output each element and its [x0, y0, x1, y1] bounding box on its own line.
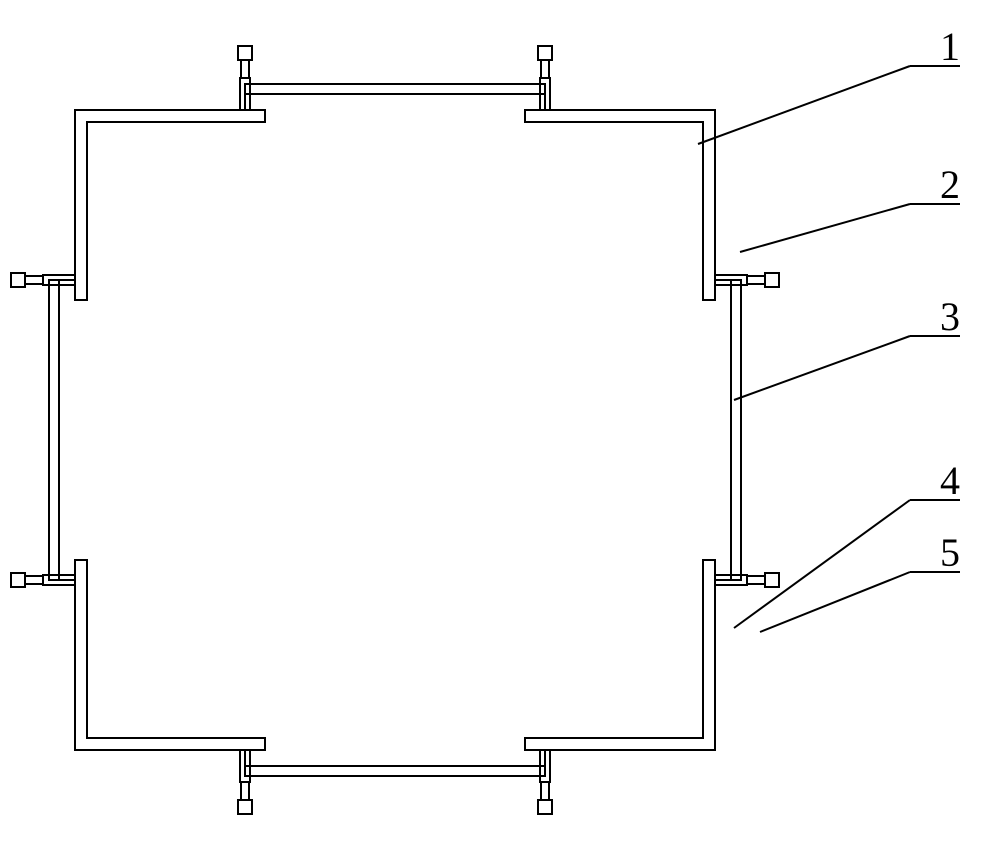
bolt-head	[238, 800, 252, 814]
bolt-stem	[25, 276, 43, 284]
bolt-stem	[241, 60, 249, 78]
callout-label: 1	[940, 24, 960, 69]
bolt-head	[11, 273, 25, 287]
corner-bracket	[75, 110, 265, 300]
bolt-stem	[541, 782, 549, 800]
callout-label: 5	[940, 530, 960, 575]
callout-label: 3	[940, 294, 960, 339]
bolt-stem	[241, 782, 249, 800]
connector-bar	[245, 84, 545, 94]
connector-bar	[49, 280, 59, 580]
callout-leader	[734, 500, 910, 628]
bolt-head	[765, 273, 779, 287]
bolt-stem	[747, 276, 765, 284]
bolt-head	[538, 46, 552, 60]
callout-leader	[740, 204, 910, 252]
bolt-head	[765, 573, 779, 587]
corner-bracket	[525, 110, 715, 300]
connector-bar	[245, 766, 545, 776]
callout-label: 2	[940, 162, 960, 207]
corner-bracket	[525, 560, 715, 750]
bolt-head	[538, 800, 552, 814]
callout-label: 4	[940, 458, 960, 503]
bolt-head	[11, 573, 25, 587]
bolt-head	[238, 46, 252, 60]
bolt-stem	[541, 60, 549, 78]
callout-leader	[698, 66, 910, 144]
bolt-stem	[25, 576, 43, 584]
bolt-stem	[747, 576, 765, 584]
callout-leader	[760, 572, 910, 632]
callout-leader	[734, 336, 910, 400]
connector-bar	[731, 280, 741, 580]
corner-bracket	[75, 560, 265, 750]
